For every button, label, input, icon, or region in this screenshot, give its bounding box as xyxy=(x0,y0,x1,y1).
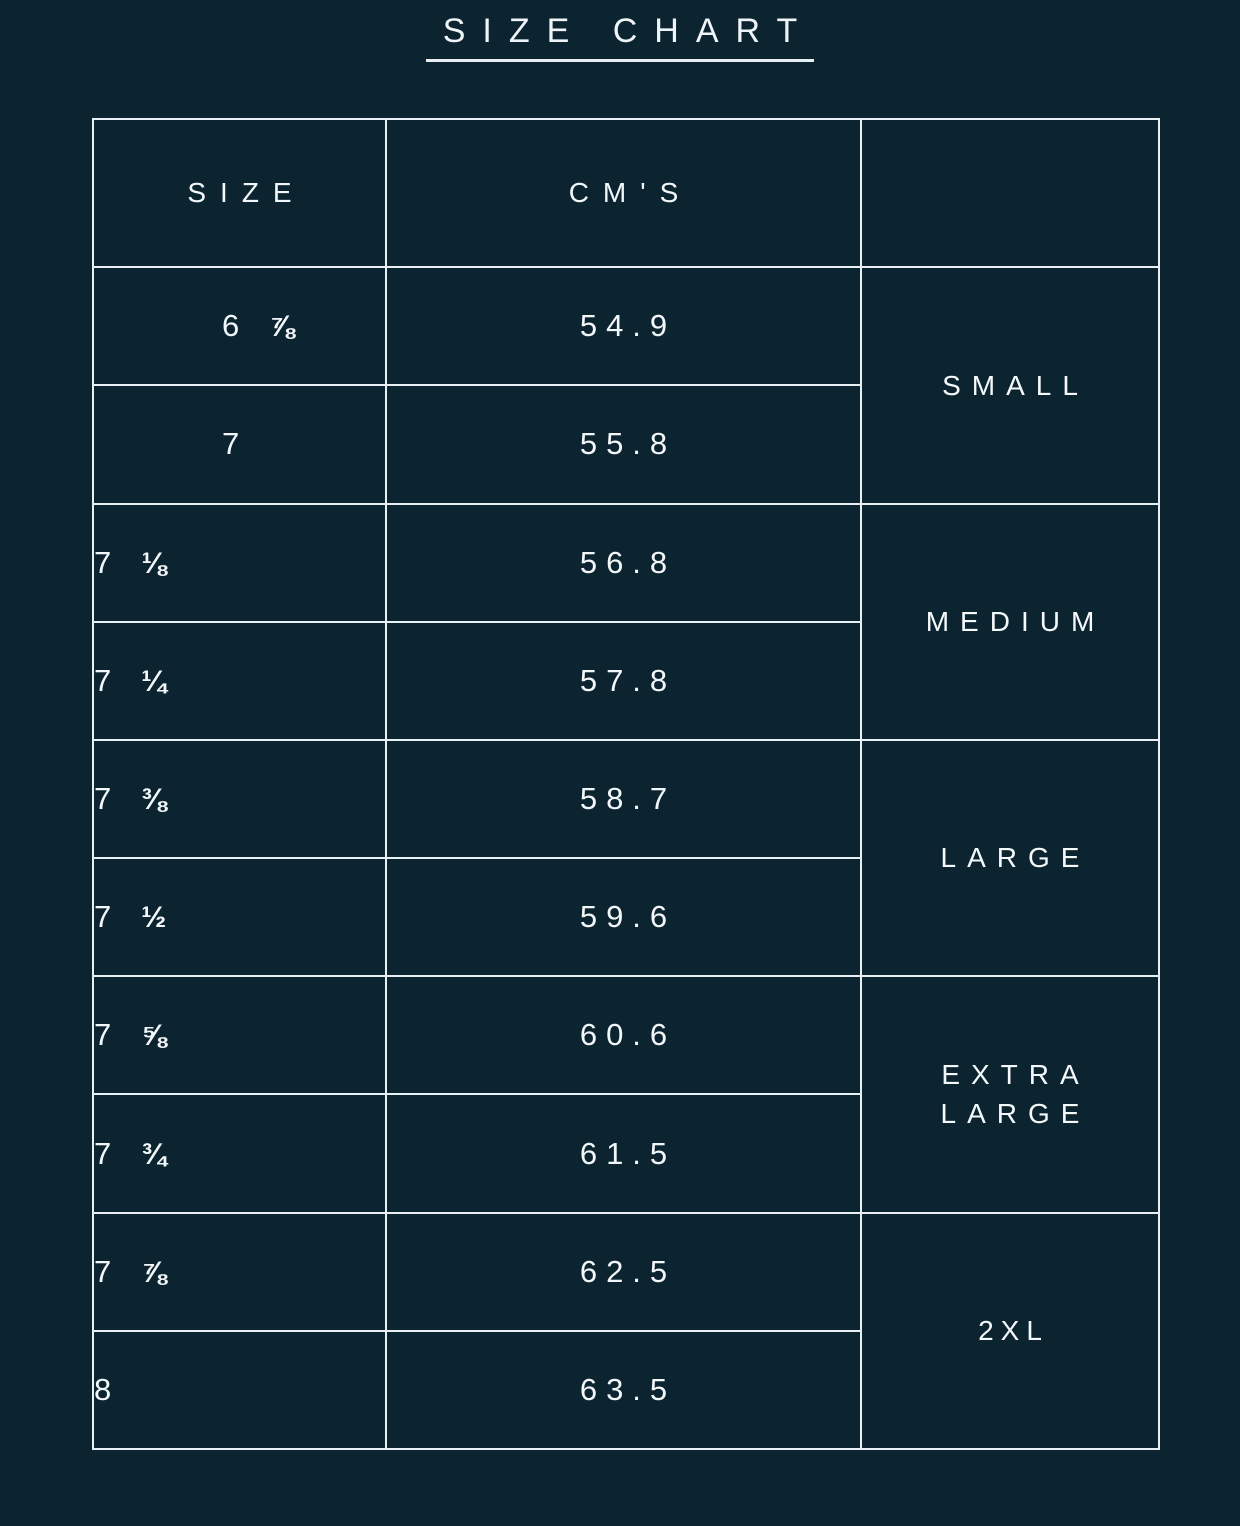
cell-size-label-large: LARGE xyxy=(860,738,1160,978)
size-whole: 8 xyxy=(94,1371,114,1407)
cell-size: 8 xyxy=(92,1329,387,1451)
size-whole: 7 xyxy=(94,662,114,698)
size-label-line2: LARGE xyxy=(940,1098,1091,1130)
column-header-label xyxy=(860,117,1160,269)
cell-cm: 54.9 xyxy=(385,266,862,387)
size-whole: 7 xyxy=(222,426,242,462)
table-header-row: SIZE CM'S xyxy=(92,117,1160,269)
cell-cm: 58.7 xyxy=(385,738,862,860)
cell-size: 7 xyxy=(92,384,387,505)
size-fraction: ⅞ xyxy=(141,1255,167,1289)
size-whole: 7 xyxy=(94,544,114,580)
cell-cm: 62.5 xyxy=(385,1211,862,1332)
size-fraction: ¾ xyxy=(141,1137,167,1171)
size-fraction: ½ xyxy=(141,901,167,935)
table-row: 7 55.8 xyxy=(92,384,1159,505)
cell-cm: 60.6 xyxy=(385,975,862,1096)
size-whole: 7 xyxy=(94,780,114,816)
size-whole: 7 xyxy=(94,1135,114,1171)
size-whole: 7 xyxy=(94,899,114,935)
cell-cm: 61.5 xyxy=(385,1093,862,1214)
size-fraction: ⅛ xyxy=(141,546,167,580)
page-title: SIZE CHART xyxy=(425,13,815,62)
table-row: 8 63.5 xyxy=(92,1329,1159,1451)
size-label-line1: 2XL xyxy=(978,1314,1049,1346)
cell-size-label-medium: MEDIUM xyxy=(860,502,1160,741)
size-whole: 7 xyxy=(94,1017,114,1053)
cell-size-label-extra-large: EXTRA LARGE xyxy=(860,975,1160,1214)
cell-size-label-small: SMALL xyxy=(860,266,1160,505)
column-header-cm: CM'S xyxy=(385,117,862,269)
size-label-line1: EXTRA xyxy=(941,1058,1090,1090)
cell-cm: 63.5 xyxy=(385,1329,862,1451)
size-label-line1: SMALL xyxy=(942,369,1089,401)
cell-cm: 57.8 xyxy=(385,620,862,741)
size-fraction: ⅞ xyxy=(269,310,295,344)
cell-size-label-2xl: 2XL xyxy=(860,1211,1160,1451)
size-fraction: ⅝ xyxy=(141,1019,167,1053)
size-label-line1: MEDIUM xyxy=(925,605,1106,637)
cell-cm: 55.8 xyxy=(385,384,862,505)
page-title-container: SIZE CHART xyxy=(0,13,1240,62)
cell-cm: 56.8 xyxy=(385,502,862,623)
size-whole: 7 xyxy=(94,1253,114,1289)
cell-cm: 59.6 xyxy=(385,857,862,978)
size-label-line1: LARGE xyxy=(940,842,1091,874)
size-fraction: ⅜ xyxy=(141,782,167,816)
size-fraction: ¼ xyxy=(141,664,167,698)
size-whole: 6 xyxy=(222,308,242,344)
column-header-size: SIZE xyxy=(92,117,387,269)
